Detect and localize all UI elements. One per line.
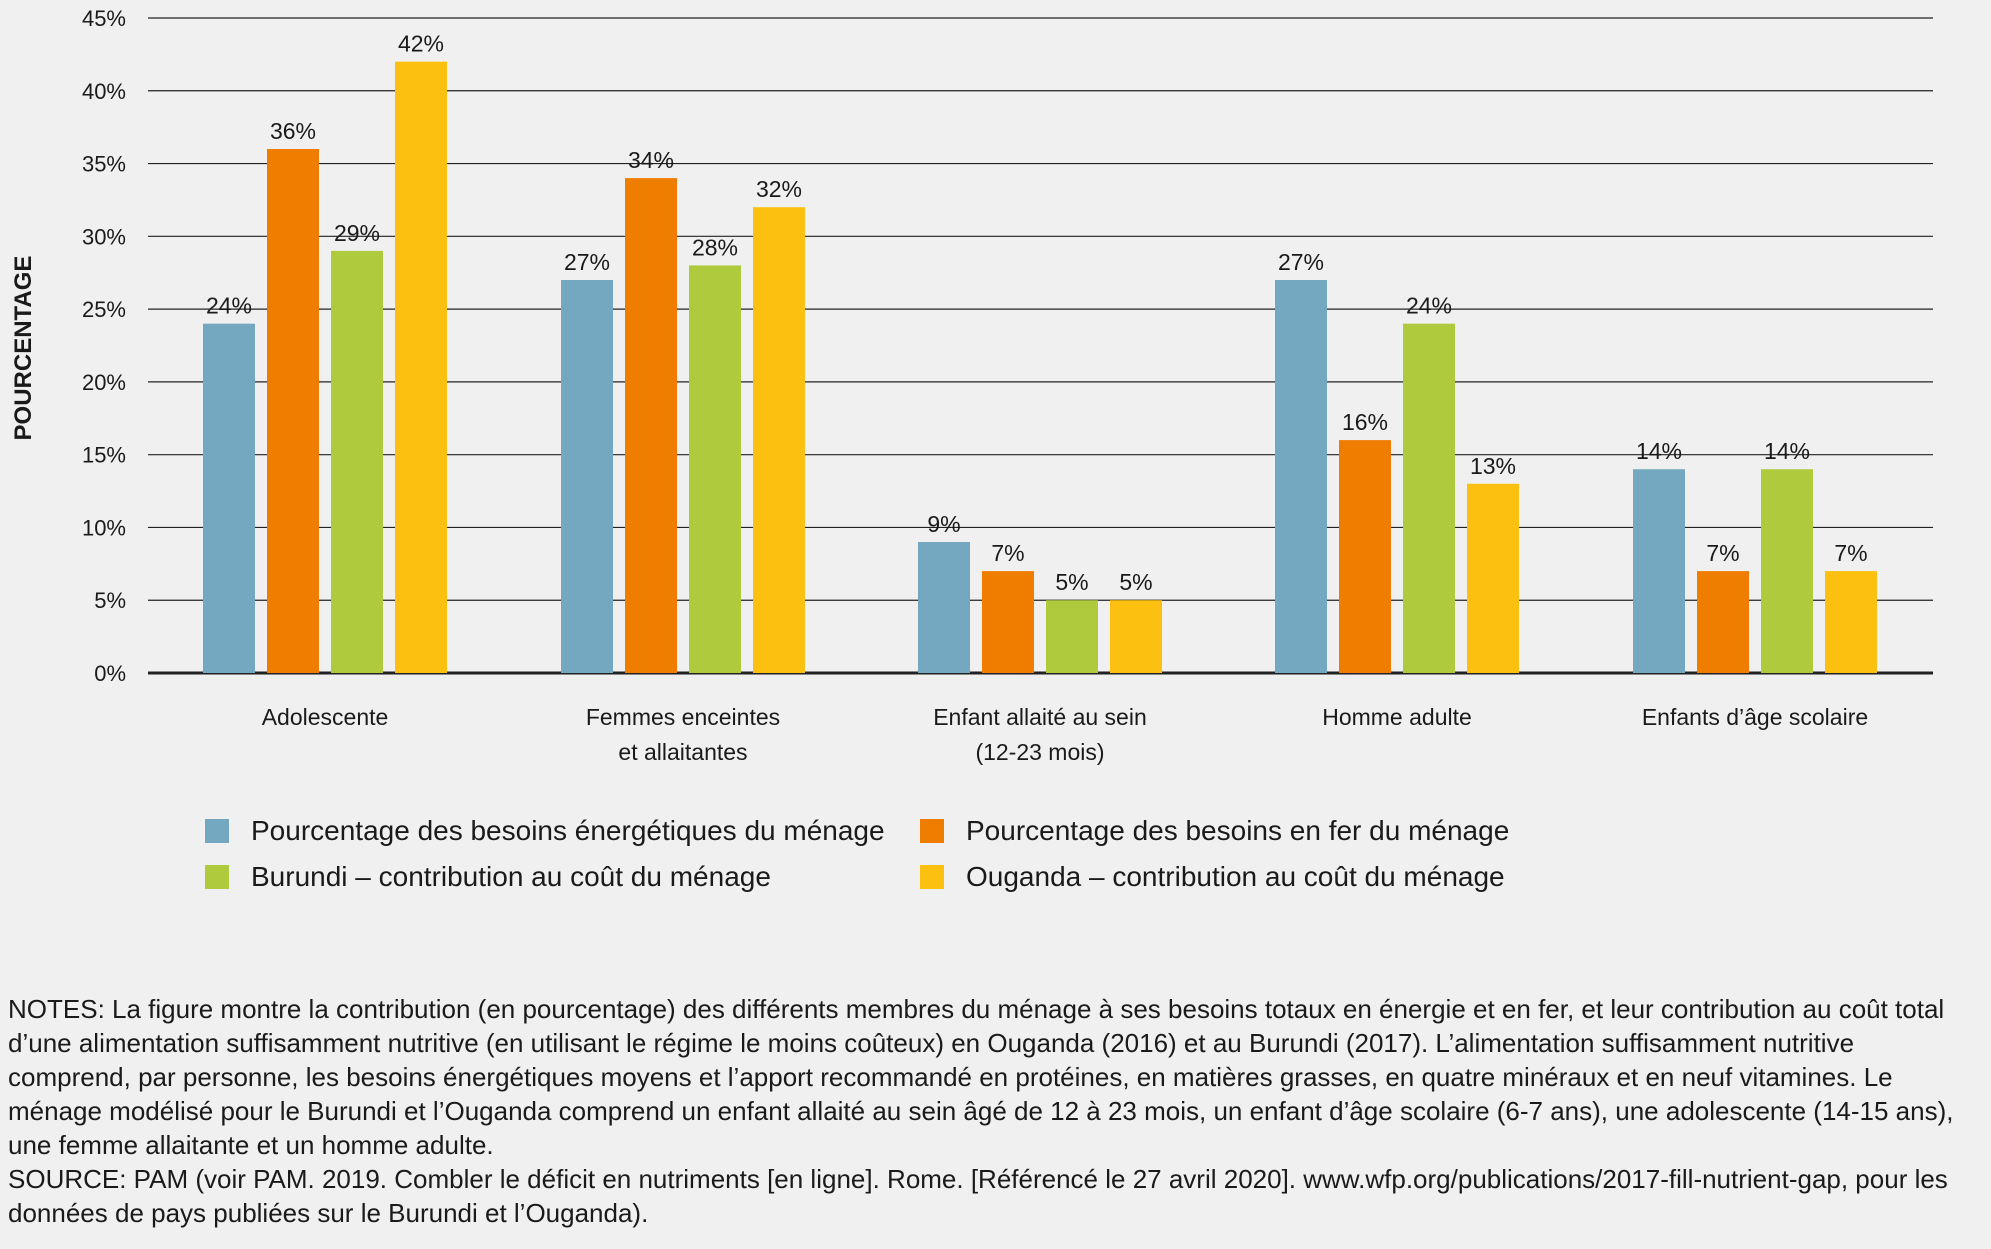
data-labels: 24% 27% 9% 27% 14% 36% 34% 7% 16% 7% 29% 28% 5% 24% 14… xyxy=(206,31,1868,596)
category-label: Enfants d’âge scolaire xyxy=(1642,704,1868,730)
y-axis-label: POURCENTAGE xyxy=(10,256,37,441)
data-label-ouganda: 13% xyxy=(1470,453,1516,479)
legend-swatch-iron xyxy=(920,819,944,843)
bar-energy xyxy=(1275,280,1327,673)
y-tick-label: 20% xyxy=(82,370,126,395)
y-tick-label: 40% xyxy=(82,79,126,104)
category-label-line: Femmes enceintes xyxy=(586,704,780,730)
legend-swatch-burundi xyxy=(205,865,229,889)
data-label-ouganda: 5% xyxy=(1119,569,1152,595)
bar-chart: 0% 5% 10% 15% 20% 25% 30% 35% 40% 45% 24% 27% 9% 27%… xyxy=(10,6,1933,765)
category-label: Femmes enceintes et allaitantes xyxy=(586,704,780,765)
category-label-line: Adolescente xyxy=(262,704,389,730)
legend: Pourcentage des besoins énergétiques du … xyxy=(205,815,1509,893)
data-label-iron: 34% xyxy=(628,147,674,173)
legend-label-burundi: Burundi – contribution au coût du ménage xyxy=(251,861,771,892)
notes-block: NOTES: La figure montre la contribution … xyxy=(8,992,1983,1230)
bar-ouganda xyxy=(1467,483,1519,673)
bar-energy xyxy=(1633,469,1685,673)
data-label-burundi: 14% xyxy=(1764,438,1810,464)
legend-item-iron: Pourcentage des besoins en fer du ménage xyxy=(920,815,1509,847)
category-label-line: et allaitantes xyxy=(618,739,747,765)
category-label: Enfant allaité au sein (12-23 mois) xyxy=(933,704,1147,765)
category-label: Homme adulte xyxy=(1322,704,1472,730)
data-label-energy: 27% xyxy=(1278,249,1324,275)
bar-burundi xyxy=(689,265,741,673)
bar-iron xyxy=(1339,440,1391,673)
data-label-iron: 7% xyxy=(1706,540,1739,566)
data-label-burundi: 28% xyxy=(692,234,738,260)
data-label-burundi: 5% xyxy=(1055,569,1088,595)
bar-iron xyxy=(982,571,1034,673)
data-label-energy: 24% xyxy=(206,293,252,319)
y-tick-label: 25% xyxy=(82,297,126,322)
category-label-line: Homme adulte xyxy=(1322,704,1472,730)
x-axis-categories: Adolescente Femmes enceintes et allaitante… xyxy=(262,704,1868,765)
bar-burundi xyxy=(1046,600,1098,673)
y-axis-ticks: 0% 5% 10% 15% 20% 25% 30% 35% 40% 45% xyxy=(82,6,126,686)
data-label-burundi: 29% xyxy=(334,220,380,246)
source-text: SOURCE: PAM (voir PAM. 2019. Combler le … xyxy=(8,1164,1948,1228)
bar-burundi xyxy=(331,250,383,673)
data-label-energy: 14% xyxy=(1636,438,1682,464)
bar-ouganda xyxy=(1825,571,1877,673)
bar-ouganda xyxy=(395,61,447,673)
y-tick-label: 10% xyxy=(82,515,126,540)
bar-energy xyxy=(203,323,255,673)
y-tick-label: 35% xyxy=(82,152,126,177)
bar-iron xyxy=(1697,571,1749,673)
notes-text: NOTES: La figure montre la contribution … xyxy=(8,994,1954,1160)
y-tick-label: 45% xyxy=(82,6,126,31)
data-label-burundi: 24% xyxy=(1406,293,1452,319)
legend-label-ouganda: Ouganda – contribution au coût du ménage xyxy=(966,861,1505,892)
legend-label-iron: Pourcentage des besoins en fer du ménage xyxy=(966,815,1510,846)
legend-swatch-energy xyxy=(205,819,229,843)
y-tick-label: 15% xyxy=(82,443,126,468)
category-label-line: Enfant allaité au sein xyxy=(933,704,1147,730)
legend-swatch-ouganda xyxy=(920,865,944,889)
bar-ouganda xyxy=(1110,600,1162,673)
legend-item-ouganda: Ouganda – contribution au coût du ménage xyxy=(920,861,1505,893)
data-label-energy: 27% xyxy=(564,249,610,275)
bar-iron xyxy=(625,178,677,673)
y-tick-label: 30% xyxy=(82,224,126,249)
category-label-line: (12-23 mois) xyxy=(975,739,1104,765)
category-label: Adolescente xyxy=(262,704,389,730)
bar-energy xyxy=(561,280,613,673)
data-label-iron: 7% xyxy=(991,540,1024,566)
bar-burundi xyxy=(1761,469,1813,673)
bar-iron xyxy=(267,149,319,673)
bar-ouganda xyxy=(753,207,805,673)
data-label-ouganda: 42% xyxy=(398,31,444,57)
data-label-iron: 16% xyxy=(1342,409,1388,435)
bar-burundi xyxy=(1403,323,1455,673)
legend-item-energy: Pourcentage des besoins énergétiques du … xyxy=(205,815,920,847)
legend-label-energy: Pourcentage des besoins énergétiques du … xyxy=(251,815,885,846)
data-label-ouganda: 7% xyxy=(1834,540,1867,566)
y-tick-label: 5% xyxy=(94,588,126,613)
bars xyxy=(203,61,1877,673)
legend-item-burundi: Burundi – contribution au coût du ménage xyxy=(205,861,920,893)
data-label-iron: 36% xyxy=(270,118,316,144)
data-label-ouganda: 32% xyxy=(756,176,802,202)
bar-energy xyxy=(918,542,970,673)
data-label-energy: 9% xyxy=(927,511,960,537)
category-label-line: Enfants d’âge scolaire xyxy=(1642,704,1868,730)
y-tick-label: 0% xyxy=(94,661,126,686)
